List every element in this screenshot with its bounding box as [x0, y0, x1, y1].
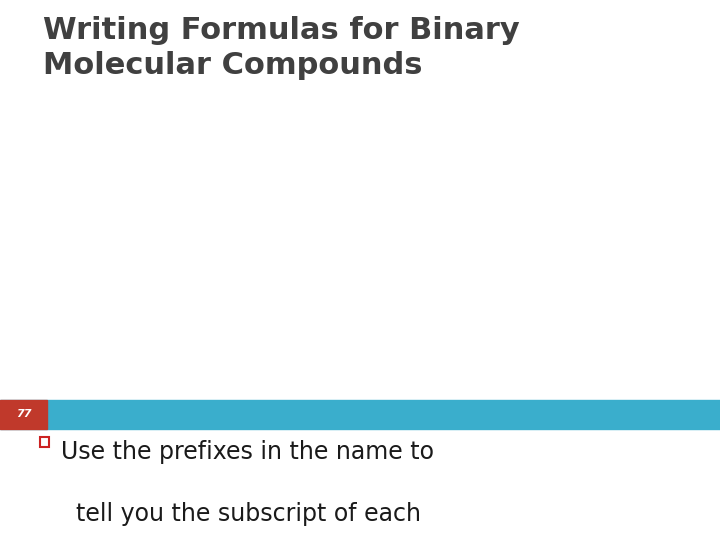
Bar	[0, 400, 720, 429]
Bar	[40, 437, 50, 447]
Bar	[0, 400, 47, 429]
Text: 77: 77	[16, 409, 31, 420]
Text: Writing Formulas for Binary
Molecular Compounds: Writing Formulas for Binary Molecular Co…	[43, 16, 520, 80]
Text: Use the prefixes in the name to: Use the prefixes in the name to	[61, 440, 434, 464]
Text: tell you the subscript of each: tell you the subscript of each	[76, 502, 420, 526]
